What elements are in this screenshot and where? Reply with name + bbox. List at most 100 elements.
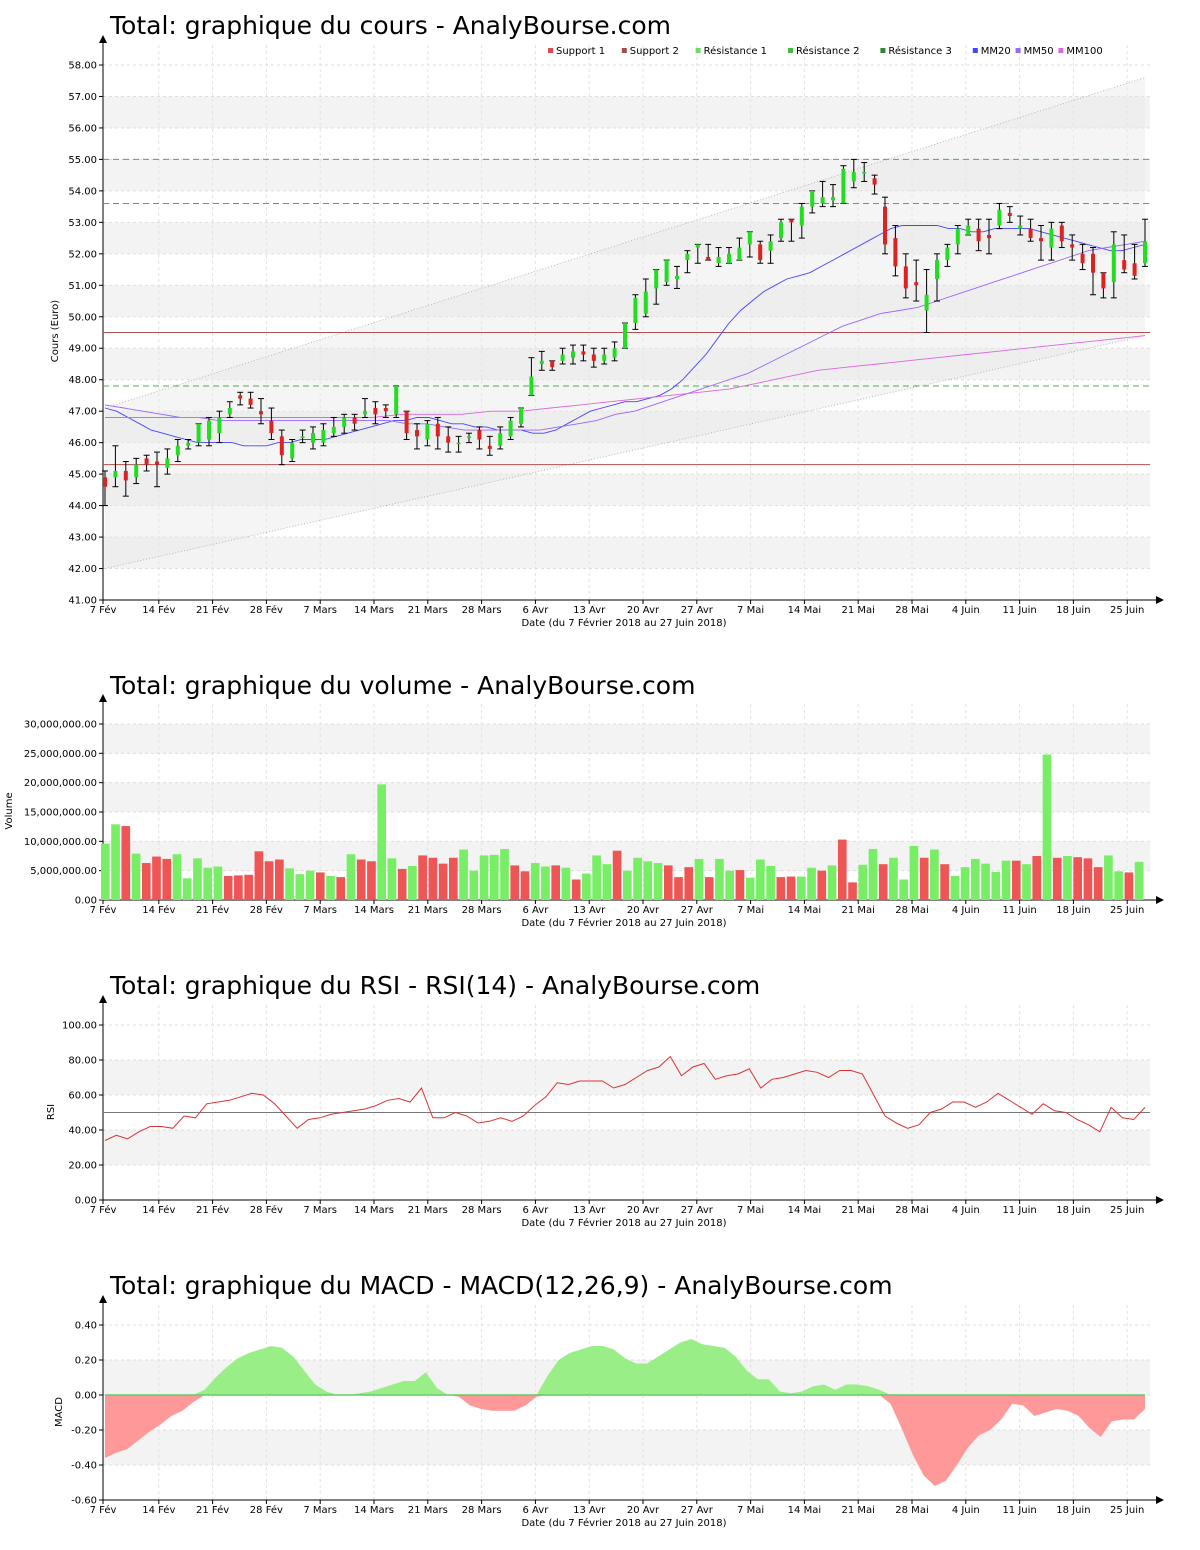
volume-x-tick-label: 21 Mai xyxy=(841,905,874,916)
volume-bar xyxy=(643,861,653,900)
price-y-tick-label: 43.00 xyxy=(68,533,97,544)
volume-x-tick-label: 28 Fév xyxy=(250,904,283,916)
candle-body xyxy=(103,477,107,487)
volume-bar xyxy=(612,850,622,900)
price-y-tick-label: 56.00 xyxy=(68,123,97,134)
candle-body xyxy=(727,253,731,264)
volume-bar xyxy=(428,857,438,900)
volume-bar xyxy=(1022,864,1031,900)
volume-bar xyxy=(745,877,755,900)
candle-body xyxy=(779,222,783,239)
candle-body xyxy=(383,408,388,412)
candle-body xyxy=(862,172,867,174)
macd-x-tick-label: 21 Fév xyxy=(196,1504,229,1516)
candle-body xyxy=(311,433,315,443)
volume-bar xyxy=(633,857,642,900)
macd-y-tick-label: -0.60 xyxy=(71,1496,97,1507)
volume-y-tick-label: 30,000,000.00 xyxy=(24,720,97,731)
volume-bar xyxy=(971,858,980,900)
volume-bar xyxy=(776,877,786,900)
volume-bar xyxy=(817,870,827,900)
volume-bar xyxy=(561,867,571,900)
candle-body xyxy=(1059,225,1064,242)
rsi-x-tick-label: 14 Fév xyxy=(142,1204,175,1216)
price-y-tick-label: 44.00 xyxy=(68,501,97,512)
candle-body xyxy=(227,408,232,415)
volume-x-tick-label: 4 Juin xyxy=(952,905,980,916)
price-x-tick-label: 14 Mars xyxy=(354,605,394,616)
volume-x-tick-label: 7 Fév xyxy=(90,904,117,916)
price-band xyxy=(103,537,1150,569)
candle-body xyxy=(716,256,721,264)
volume-y-tick-label: 15,000,000.00 xyxy=(24,808,97,819)
macd-x-tick-label: 14 Fév xyxy=(142,1504,175,1516)
volume-bar xyxy=(674,877,683,900)
macd-y-axis-arrow xyxy=(99,1295,107,1303)
macd-x-tick-label: 11 Juin xyxy=(1002,1505,1036,1516)
volume-bar xyxy=(285,868,294,900)
candle-body xyxy=(602,354,607,361)
price-y-tick-label: 54.00 xyxy=(68,186,97,197)
volume-bar xyxy=(295,874,305,900)
volume-x-tick-label: 11 Juin xyxy=(1002,905,1036,916)
volume-bar xyxy=(592,855,601,900)
price-x-tick-label: 11 Juin xyxy=(1002,605,1036,616)
candle-body xyxy=(446,436,451,443)
candle-body xyxy=(643,291,648,314)
rsi-x-tick-label: 13 Avr xyxy=(573,1205,606,1216)
macd-y-tick-label: 0.20 xyxy=(75,1356,97,1367)
candle-body xyxy=(789,219,794,223)
candle-body xyxy=(747,231,752,245)
macd-x-tick-label: 28 Mars xyxy=(462,1505,502,1516)
rsi-y-tick-label: 60.00 xyxy=(68,1091,97,1102)
volume-bar xyxy=(715,858,724,900)
candle-body xyxy=(144,458,149,465)
volume-bar xyxy=(387,858,397,900)
candle-body xyxy=(851,172,856,182)
volume-bar xyxy=(397,868,407,900)
price-y-tick-label: 58.00 xyxy=(68,61,97,72)
volume-bar xyxy=(1114,871,1123,900)
candle-body xyxy=(768,241,773,251)
volume-bar xyxy=(735,870,745,900)
rsi-x-tick-label: 7 Mai xyxy=(737,1205,764,1216)
candle-body xyxy=(155,461,159,465)
candle-body xyxy=(1007,212,1012,217)
rsi-y-tick-label: 0.00 xyxy=(75,1196,97,1207)
candle-body xyxy=(955,228,960,245)
volume-bar xyxy=(1093,867,1103,900)
candle-body xyxy=(706,256,711,261)
macd-x-tick-label: 6 Avr xyxy=(522,1505,549,1516)
candle-body xyxy=(259,411,263,415)
legend-label: Résistance 3 xyxy=(888,45,951,57)
candle-body xyxy=(945,247,950,261)
price-x-tick-label: 20 Avr xyxy=(627,605,660,616)
volume-bar xyxy=(489,854,499,900)
price-x-tick-label: 14 Mai xyxy=(788,605,821,616)
volume-bar xyxy=(500,848,509,900)
candle-body xyxy=(695,244,700,248)
candle-body xyxy=(1039,238,1043,242)
candle-body xyxy=(1028,228,1033,239)
rsi-chart: Total: graphique du RSI - RSI(14) - Anal… xyxy=(46,971,1164,1229)
volume-bar xyxy=(418,855,427,900)
volume-bar xyxy=(1063,856,1072,900)
volume-bar xyxy=(582,873,591,900)
macd-x-tick-label: 20 Avr xyxy=(627,1505,660,1516)
candle-body xyxy=(591,354,596,361)
candle-body xyxy=(404,411,409,434)
candle-body xyxy=(487,445,492,449)
candle-body xyxy=(134,464,139,478)
candle-body xyxy=(435,423,440,437)
volume-x-tick-label: 18 Juin xyxy=(1056,905,1090,916)
candle-body xyxy=(623,323,627,349)
macd-x-tick-label: 25 Juin xyxy=(1110,1505,1144,1516)
candle-body xyxy=(675,275,679,279)
price-band xyxy=(103,285,1150,317)
rsi-x-tick-label: 27 Avr xyxy=(681,1205,714,1216)
macd-x-tick-label: 21 Mars xyxy=(408,1505,448,1516)
macd-negative-area xyxy=(105,1395,1145,1486)
price-x-tick-label: 27 Avr xyxy=(681,605,714,616)
price-y-tick-label: 45.00 xyxy=(68,470,97,481)
candle-body xyxy=(539,360,544,364)
